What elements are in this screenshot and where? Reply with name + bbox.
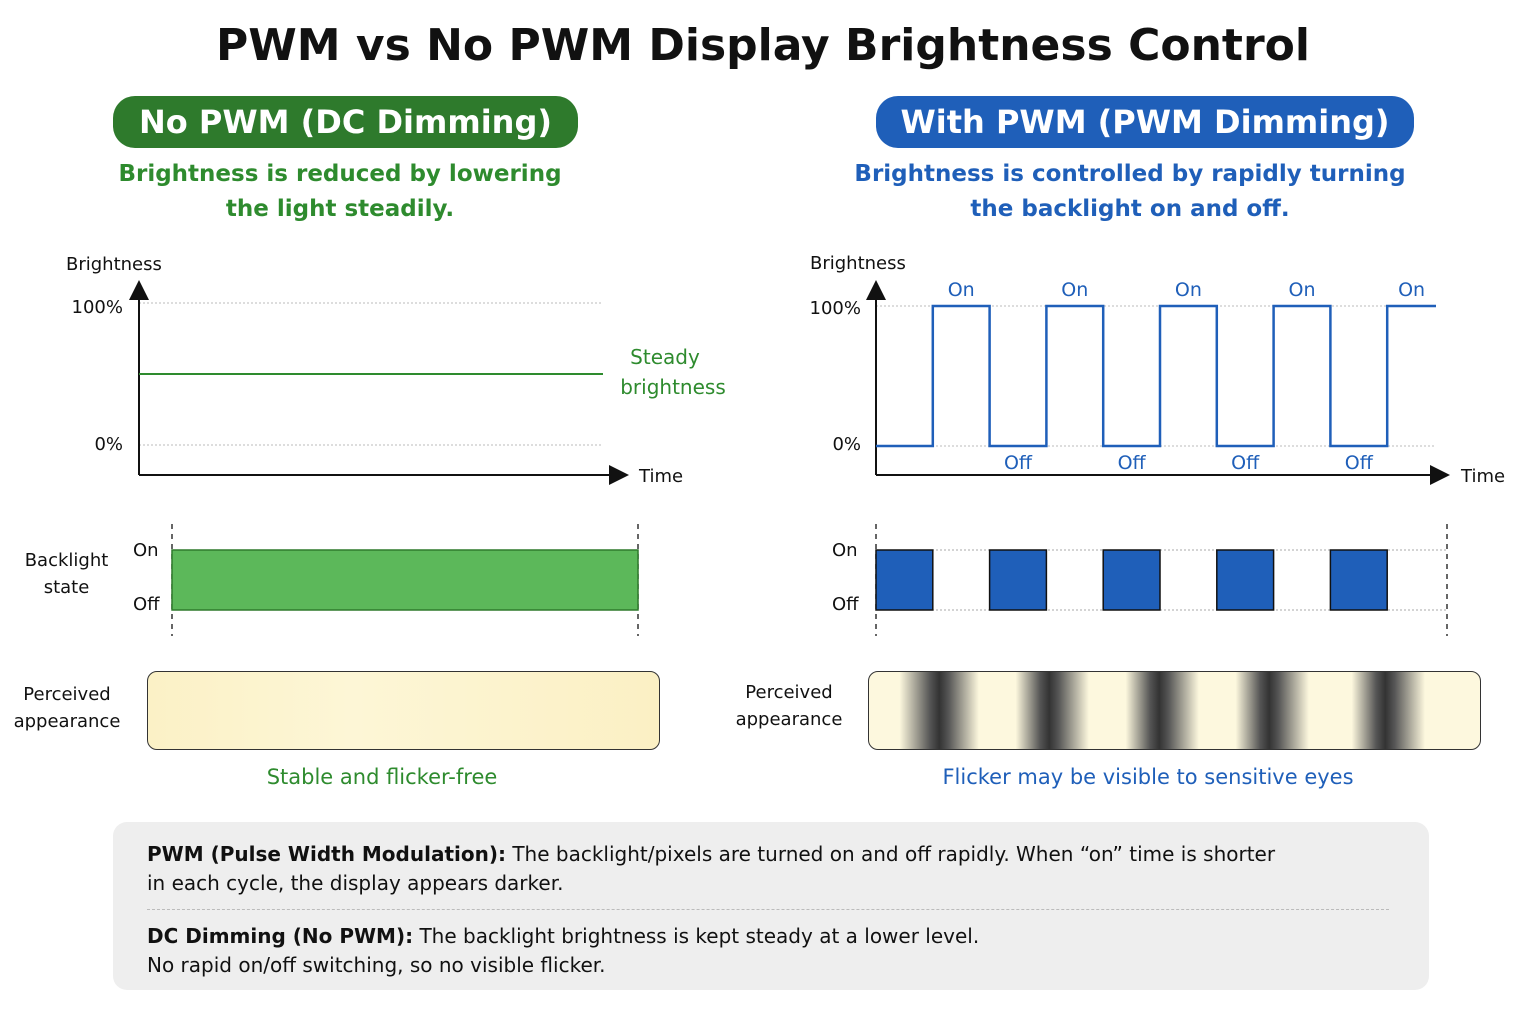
pwm-square-wave: [876, 304, 1436, 448]
pwm-wave-label-off: Off: [1118, 452, 1147, 474]
pwm-wave-label-off: Off: [1231, 452, 1260, 474]
dc-ytick-max: 100%: [72, 297, 123, 318]
pwm-perceived-1: Perceived: [745, 682, 833, 703]
pwm-subtitle-line1: Brightness is controlled by rapidly turn…: [854, 161, 1406, 187]
pwm-perceived-2: appearance: [735, 709, 843, 730]
pwm-subtitle: Brightness is controlled by rapidly turn…: [830, 157, 1430, 227]
dc-note: DC Dimming (No PWM): The backlight brigh…: [147, 922, 1377, 980]
pwm-state-blocks: [875, 549, 1388, 611]
steady-label-2: brightness: [620, 375, 726, 399]
dc-caption: Stable and flicker-free: [266, 765, 498, 789]
pwm-ylabel: Brightness: [810, 253, 906, 274]
pwm-on-block: [988, 549, 1048, 611]
notes-divider: [147, 909, 1389, 910]
dc-backlight-state: On Off: [133, 524, 639, 636]
pwm-brightness-chart: Brightness 100% 0% Time OnOffOnOffOnOffO…: [810, 253, 1506, 487]
pwm-wave-label-on: On: [1289, 279, 1316, 301]
pwm-on-block: [1102, 549, 1161, 611]
pwm-header: With PWM (PWM Dimming): [876, 96, 1414, 148]
no-pwm-header: No PWM (DC Dimming): [113, 96, 578, 148]
backlight-label-2: state: [43, 577, 90, 598]
dc-perceived-label: Perceived appearance: [8, 681, 126, 735]
pwm-wave-label-off: Off: [1004, 452, 1033, 474]
dc-perceived-1: Perceived: [23, 684, 111, 705]
dc-note-text-2: No rapid on/off switching, so no visible…: [147, 953, 606, 977]
pwm-wave-label-on: On: [1175, 279, 1202, 301]
pwm-backlight-state: On Off: [832, 524, 1448, 636]
no-pwm-subtitle: Brightness is reduced by lowering the li…: [60, 157, 620, 227]
no-pwm-subtitle-line1: Brightness is reduced by lowering: [118, 161, 562, 187]
pwm-note-text-2: in each cycle, the display appears darke…: [147, 871, 564, 895]
backlight-label-1: Backlight: [24, 550, 109, 571]
dc-xlabel: Time: [638, 466, 683, 487]
dc-ylabel: Brightness: [66, 254, 162, 275]
dc-backlight-on-bar: [171, 549, 639, 611]
no-pwm-subtitle-line2: the light steadily.: [225, 196, 455, 222]
dc-ytick-min: 0%: [94, 434, 123, 455]
dc-perceived-appearance: [147, 671, 660, 750]
backlight-state-label: Backlight state: [14, 547, 119, 601]
pwm-wave-label-on: On: [948, 279, 975, 301]
pwm-on-block: [1216, 549, 1275, 611]
pwm-wave-label-on: On: [1061, 279, 1088, 301]
pwm-state-off: Off: [832, 594, 859, 615]
dc-state-off: Off: [133, 594, 160, 615]
pwm-note-text-1: The backlight/pixels are turned on and o…: [505, 842, 1276, 866]
pwm-wave-label-on: On: [1398, 279, 1425, 301]
dc-note-text-1: The backlight brightness is kept steady …: [413, 924, 980, 948]
page-title: PWM vs No PWM Display Brightness Control: [216, 20, 1310, 71]
pwm-on-block: [1329, 549, 1388, 611]
pwm-note: PWM (Pulse Width Modulation): The backli…: [147, 840, 1377, 898]
pwm-note-term: PWM (Pulse Width Modulation):: [147, 842, 506, 866]
pwm-perceived-label: Perceived appearance: [730, 679, 848, 733]
pwm-subtitle-line2: the backlight on and off.: [970, 196, 1290, 222]
pwm-caption: Flicker may be visible to sensitive eyes: [942, 765, 1354, 789]
dc-state-on: On: [133, 540, 159, 561]
pwm-xlabel: Time: [1460, 466, 1505, 487]
dc-brightness-chart: Brightness 100% 0% Time Steady brightnes…: [66, 254, 726, 487]
pwm-perceived-appearance: [868, 671, 1481, 750]
pwm-state-on: On: [832, 540, 858, 561]
notes-box: PWM (Pulse Width Modulation): The backli…: [113, 822, 1429, 990]
pwm-wave-labels: On Off On Off On Off On Off On: [948, 279, 1425, 474]
pwm-wave-label-off: Off: [1345, 452, 1374, 474]
dc-note-term: DC Dimming (No PWM):: [147, 924, 414, 948]
pwm-on-block: [875, 549, 934, 611]
pwm-ytick-max: 100%: [810, 298, 861, 319]
pwm-ytick-min: 0%: [832, 434, 861, 455]
dc-perceived-2: appearance: [13, 711, 121, 732]
steady-label-1: Steady: [630, 345, 700, 369]
